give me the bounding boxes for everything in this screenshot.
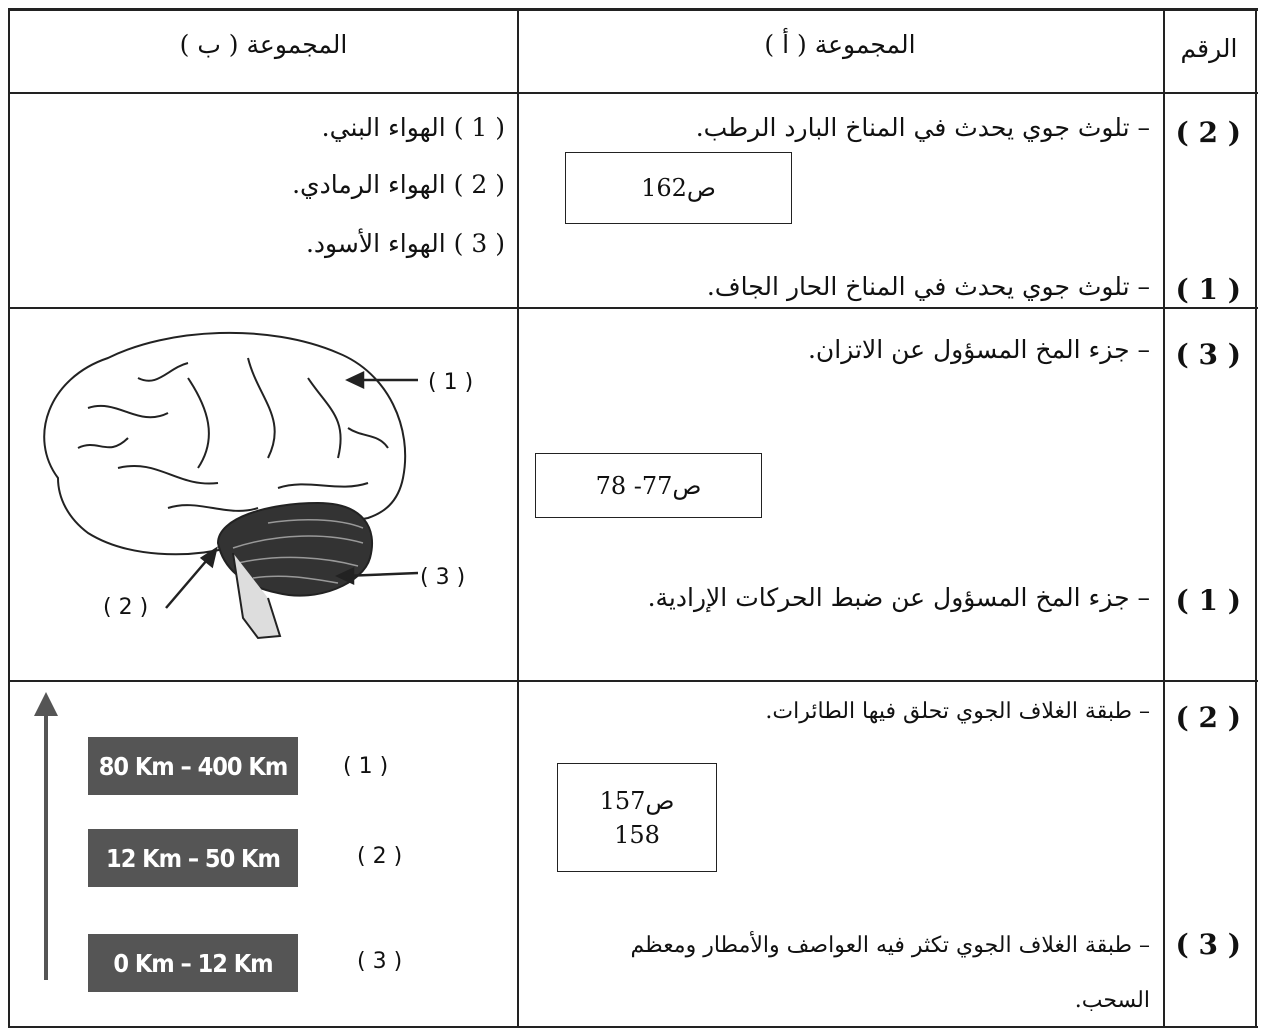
item-text: – تلوث جوي يحدث في المناخ البارد الرطب. bbox=[695, 113, 1150, 142]
table-border bbox=[8, 680, 1258, 682]
table-border bbox=[8, 307, 1258, 309]
layer-bar: 0 Km – 12 Km bbox=[88, 934, 298, 992]
item-text: – تلوث جوي يحدث في المناخ الحار الجاف. bbox=[706, 272, 1150, 301]
layer-label: ( 1 ) bbox=[343, 754, 389, 779]
layer-bar: 12 Km – 50 Km bbox=[88, 829, 298, 887]
item-text: – جزء المخ المسؤول عن الاتزان. bbox=[807, 335, 1150, 364]
item-text: – طبقة الغلاف الجوي تحلق فيها الطائرات. bbox=[765, 699, 1150, 724]
table-border bbox=[8, 8, 10, 1028]
altitude-arrow bbox=[34, 692, 58, 980]
layer-label: ( 3 ) bbox=[357, 949, 403, 974]
page-ref: 158 bbox=[614, 820, 660, 849]
layer-range: 80 Km – 400 Km bbox=[98, 751, 289, 781]
diagram-label: ( 1 ) bbox=[428, 370, 474, 395]
row-number: ( 3 ) bbox=[1175, 928, 1241, 961]
row-number: ( 1 ) bbox=[1175, 584, 1241, 617]
table-border bbox=[517, 8, 519, 1028]
page-ref-box: ص162 bbox=[565, 152, 792, 224]
choice-text: ( 2 ) الهواء الرمادي. bbox=[292, 170, 505, 199]
choice-text: ( 1 ) الهواء البني. bbox=[321, 113, 505, 142]
page-ref: ص157 bbox=[599, 786, 675, 815]
header-cell: الرقم bbox=[1180, 34, 1238, 63]
page-ref-box: ص157 158 bbox=[557, 763, 717, 872]
diagram-label: ( 2 ) bbox=[103, 595, 149, 620]
item-text: – جزء المخ المسؤول عن ضبط الحركات الإراد… bbox=[647, 583, 1150, 612]
page-ref: ص162 bbox=[641, 174, 716, 202]
choice-text: ( 3 ) الهواء الأسود. bbox=[305, 229, 505, 258]
table-border bbox=[1163, 8, 1165, 1028]
table-border bbox=[1255, 8, 1257, 1028]
diagram-label: ( 3 ) bbox=[420, 565, 466, 590]
header-cell: المجموعة ( أ ) bbox=[764, 30, 916, 59]
table-border bbox=[8, 8, 1258, 11]
table-border bbox=[8, 92, 1258, 94]
layer-range: 0 Km – 12 Km bbox=[113, 948, 273, 978]
row-number: ( 2 ) bbox=[1175, 116, 1241, 149]
brain-diagram bbox=[43, 331, 418, 640]
page-ref-box: ص77- 78 bbox=[535, 453, 762, 518]
layer-range: 12 Km – 50 Km bbox=[106, 843, 281, 873]
row-number: ( 1 ) bbox=[1175, 273, 1241, 306]
table-border bbox=[8, 1026, 1258, 1028]
item-text: – طبقة الغلاف الجوي تكثر فيه العواصف وال… bbox=[630, 933, 1151, 1013]
header-cell: المجموعة ( ب ) bbox=[179, 30, 348, 59]
page-ref: ص77- 78 bbox=[595, 471, 702, 500]
layer-label: ( 2 ) bbox=[357, 844, 403, 869]
row-number: ( 2 ) bbox=[1175, 701, 1241, 734]
layer-bar: 80 Km – 400 Km bbox=[88, 737, 298, 795]
row-number: ( 3 ) bbox=[1175, 338, 1241, 371]
